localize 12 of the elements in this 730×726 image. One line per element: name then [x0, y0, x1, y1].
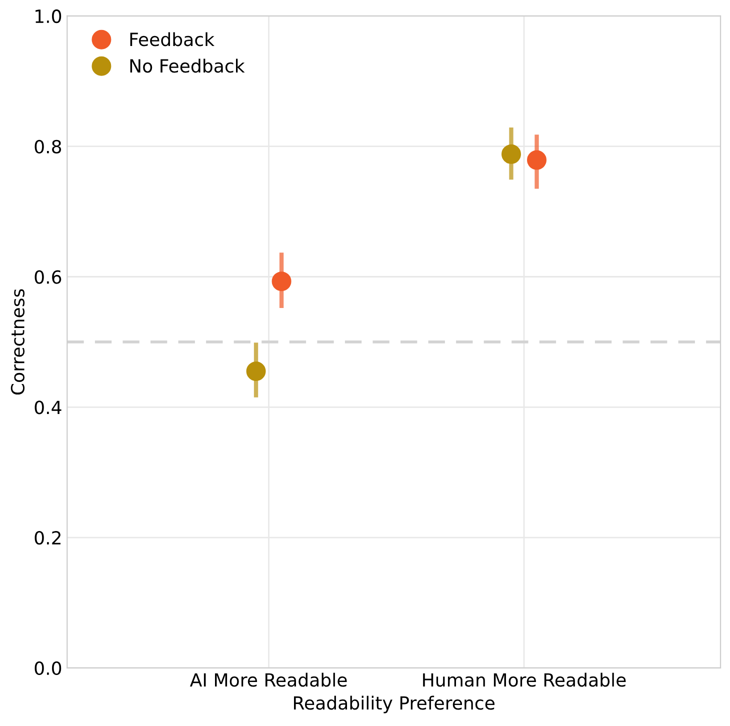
legend-label: Feedback: [130, 32, 214, 46]
y-axis-title: Correctness: [10, 289, 25, 395]
y-tick-label: 1.0: [36, 9, 62, 24]
x-axis-title: Readability Preference: [294, 696, 494, 714]
y-tick-label: 0.2: [34, 530, 60, 545]
y-tick-label: 0.4: [34, 400, 62, 414]
legend-label: No Feedback: [130, 58, 245, 73]
y-tick-label: 0.8: [34, 140, 62, 154]
x-tick-label: Human More Readable: [423, 672, 626, 687]
x-tick-label: AI More Readable: [190, 672, 347, 687]
y-tick-label: 0.6: [34, 270, 62, 284]
y-tick-label: 0.0: [34, 661, 62, 676]
